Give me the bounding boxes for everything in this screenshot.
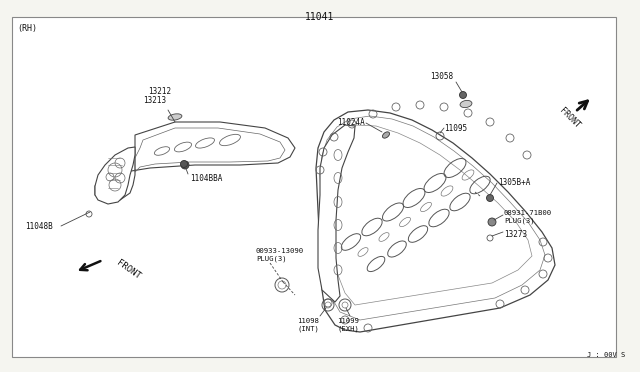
Circle shape [460,92,467,99]
Text: 11095: 11095 [444,124,467,133]
Text: 1104BBA: 1104BBA [190,174,222,183]
Ellipse shape [168,114,182,120]
Text: (RH): (RH) [17,24,37,33]
Text: 11098
(INT): 11098 (INT) [297,318,319,331]
Text: 1305B+A: 1305B+A [498,178,531,187]
Text: J : 00V S: J : 00V S [587,352,625,358]
Circle shape [181,161,189,169]
Polygon shape [95,147,135,204]
Text: FRONT: FRONT [115,258,142,281]
Ellipse shape [383,132,390,138]
Circle shape [488,218,496,226]
Text: 13058: 13058 [430,72,453,81]
Circle shape [486,195,493,202]
Text: 11041: 11041 [305,12,335,22]
Text: 11099
(EXH): 11099 (EXH) [337,318,359,331]
Circle shape [180,160,188,167]
Text: FRONT: FRONT [558,106,582,130]
Text: 11024A: 11024A [337,118,365,127]
Text: 13212: 13212 [148,87,171,96]
Text: 11048B: 11048B [25,222,52,231]
Text: 13213: 13213 [143,96,166,105]
Polygon shape [318,125,355,302]
Polygon shape [95,122,295,200]
Polygon shape [316,110,555,332]
Text: 00933-13090
PLUG(3): 00933-13090 PLUG(3) [256,248,304,262]
Text: 13273: 13273 [504,230,527,239]
Text: 08931-71B00
PLUG(3): 08931-71B00 PLUG(3) [504,210,552,224]
Ellipse shape [460,100,472,108]
